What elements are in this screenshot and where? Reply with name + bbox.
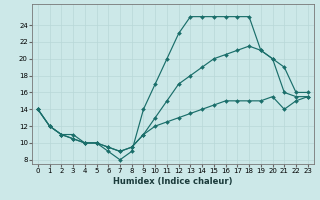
X-axis label: Humidex (Indice chaleur): Humidex (Indice chaleur)	[113, 177, 233, 186]
